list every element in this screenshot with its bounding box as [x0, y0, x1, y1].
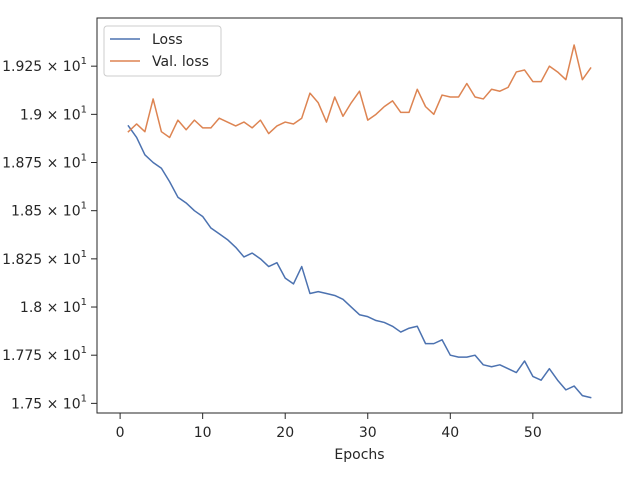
x-tick-label: 40	[441, 425, 459, 441]
legend: Loss Val. loss	[103, 25, 222, 77]
plot-area	[97, 18, 622, 413]
y-axis-ticks: 1.75 × 101 1.775 × 101 1.8 × 101 1.825 × 10…	[2, 56, 97, 412]
x-tick-label: 10	[194, 425, 212, 441]
legend-label-val-loss: Val. loss	[152, 54, 209, 70]
x-tick-label: 0	[116, 425, 125, 441]
y-tick-label: 1.8 × 101	[20, 297, 87, 316]
x-tick-label: 50	[524, 425, 542, 441]
y-tick-label: 1.75 × 101	[11, 393, 87, 412]
y-tick-label: 1.825 × 101	[2, 249, 87, 268]
y-tick-label: 1.775 × 101	[2, 345, 87, 364]
x-tick-label: 20	[276, 425, 294, 441]
y-tick-label: 1.85 × 101	[11, 201, 87, 220]
series-line-val-loss	[127, 44, 592, 139]
x-axis-ticks: 0 10 20 30 40 50	[116, 413, 542, 441]
axes-frame	[96, 17, 623, 414]
y-tick-label: 1.925 × 101	[2, 56, 87, 75]
y-tick-label: 1.875 × 101	[2, 153, 87, 172]
series-layer	[127, 44, 592, 399]
x-tick-label: 30	[359, 425, 377, 441]
x-axis-label: Epochs	[334, 447, 384, 463]
legend-label-loss: Loss	[152, 32, 183, 48]
y-tick-label: 1.9 × 101	[20, 104, 87, 123]
series-line-loss	[127, 124, 592, 399]
